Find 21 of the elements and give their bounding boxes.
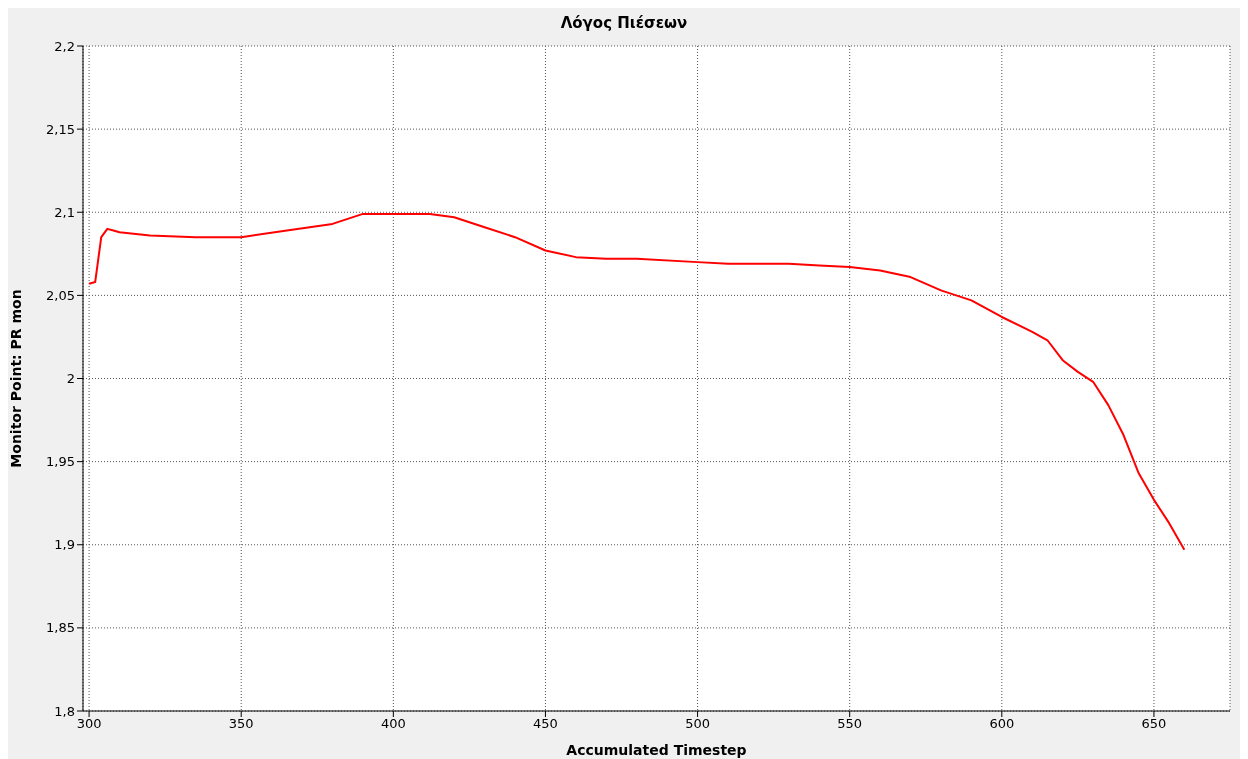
x-tick-label: 550 — [837, 716, 863, 732]
x-tick-label: 300 — [76, 716, 102, 732]
y-tick-label: 2,05 — [46, 287, 75, 303]
y-tick-label: 1,95 — [46, 454, 75, 470]
x-tick-label: 350 — [228, 716, 254, 732]
x-tick-label: 450 — [533, 716, 558, 732]
y-tick-label: 1,9 — [54, 537, 75, 553]
y-tick-label: 1,8 — [54, 703, 75, 719]
x-tick-label: 400 — [380, 716, 406, 732]
y-tick-label: 1,85 — [46, 620, 75, 636]
y-axis-title: Monitor Point: PR mon — [7, 289, 24, 468]
line-series — [88, 212, 1186, 551]
y-tick-label: 2,15 — [46, 121, 75, 137]
x-tick-label: 600 — [989, 716, 1015, 732]
y-tick-label: 2 — [66, 371, 75, 387]
y-tick-label: 2,2 — [54, 38, 75, 54]
chart-title: Λόγος Πιέσεων — [559, 13, 689, 34]
x-tick-label: 500 — [685, 716, 710, 732]
y-tick-label: 2,1 — [54, 204, 75, 220]
x-axis-title: Accumulated Timestep — [566, 742, 747, 758]
x-tick-label: 650 — [1141, 716, 1167, 732]
